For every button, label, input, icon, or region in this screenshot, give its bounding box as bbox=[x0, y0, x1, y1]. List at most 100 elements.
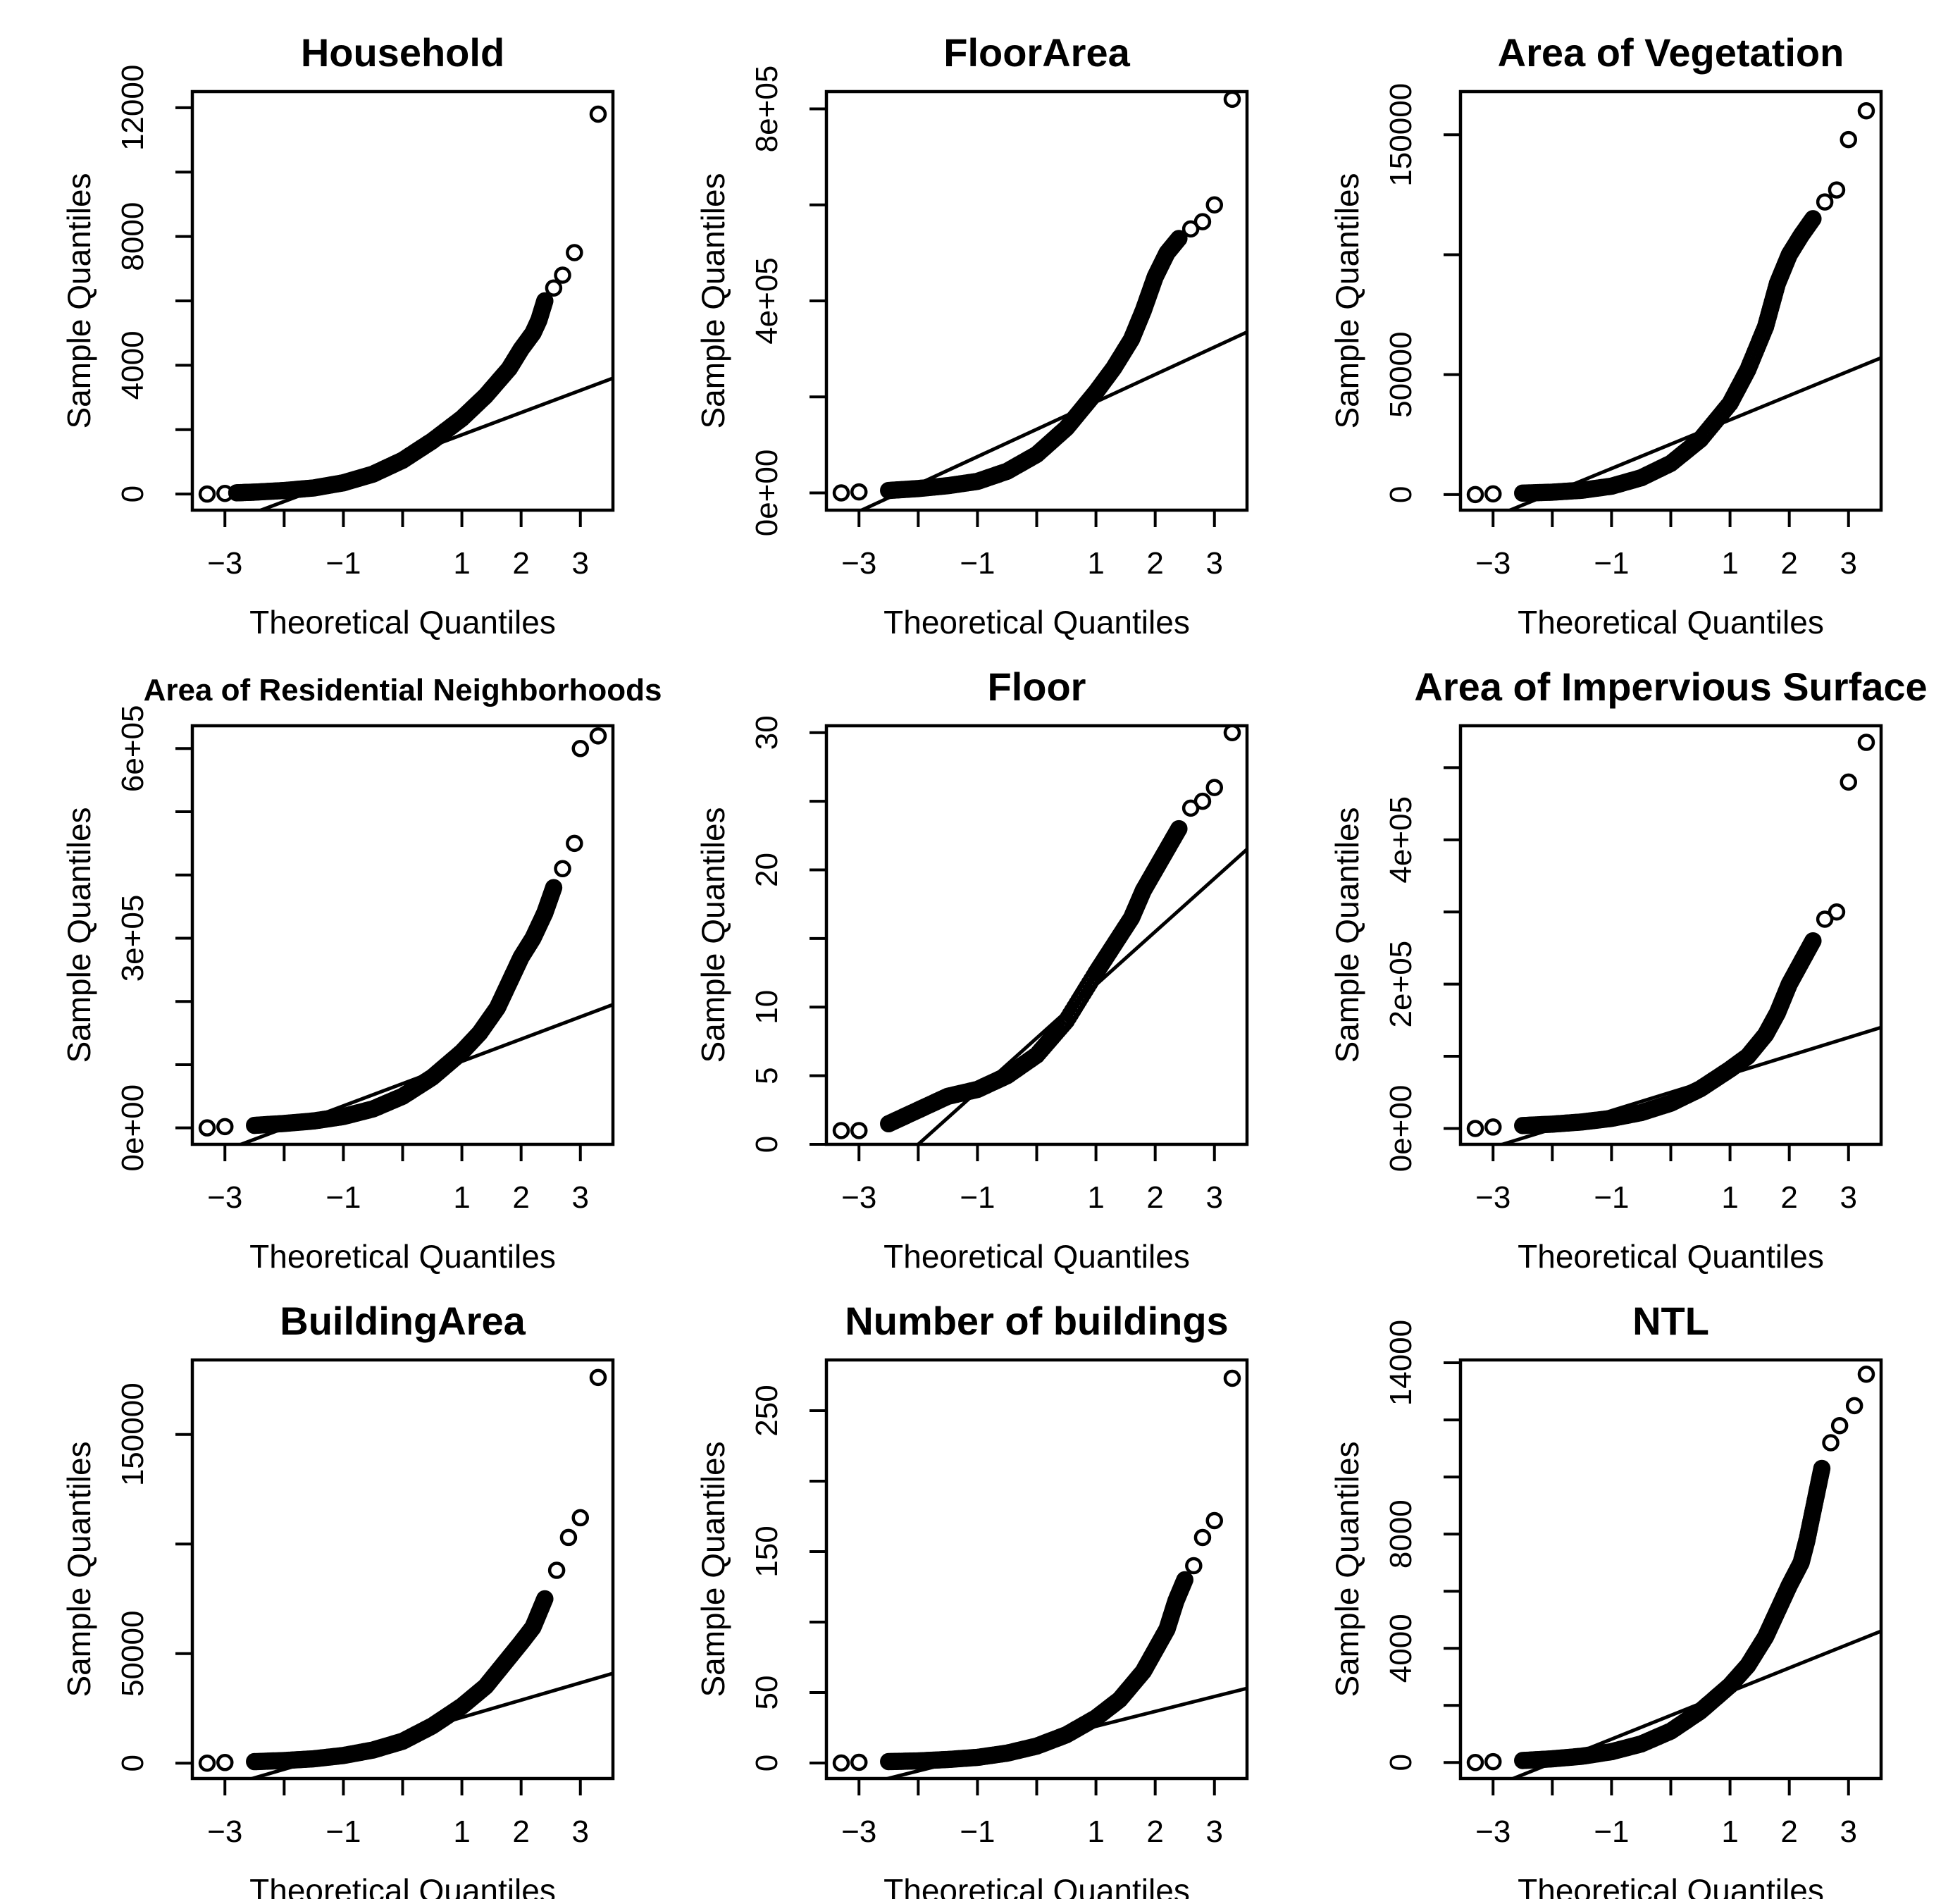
panel-area-of-residential-neighborhoods: Area of Residential Neighborhoods −3 −1 1 2 3… bbox=[61, 673, 662, 1275]
data-point bbox=[1193, 792, 1212, 810]
x-tick-label: 3 bbox=[1206, 1814, 1223, 1849]
y-tick-label: 12000 bbox=[116, 65, 150, 151]
x-tick-label: 2 bbox=[1146, 1180, 1163, 1215]
sample-points bbox=[1466, 101, 1875, 504]
data-point bbox=[1223, 1369, 1241, 1387]
x-tick-label: 3 bbox=[1840, 1180, 1857, 1215]
x-tick-label: 1 bbox=[453, 546, 470, 581]
x-axis-label: Theoretical Quantiles bbox=[249, 1238, 556, 1275]
x-tick-label: 2 bbox=[512, 546, 529, 581]
y-tick-label: 150 bbox=[750, 1526, 784, 1577]
x-tick-label: 1 bbox=[1087, 1814, 1104, 1849]
data-point bbox=[1185, 1557, 1203, 1575]
data-point bbox=[1857, 1366, 1875, 1383]
data-point bbox=[1857, 734, 1875, 751]
data-point bbox=[547, 1561, 566, 1579]
sample-points bbox=[1466, 734, 1875, 1137]
data-point bbox=[1484, 485, 1502, 503]
data-point bbox=[1828, 181, 1846, 199]
y-tick-label: 2e+05 bbox=[1384, 941, 1418, 1028]
sample-points bbox=[1466, 1366, 1875, 1771]
x-tick-label: 3 bbox=[1206, 1180, 1223, 1215]
panel-buildingarea: BuildingArea −3 −1 1 2 3 0 50000 150000 Theoretic… bbox=[61, 1299, 615, 1899]
y-tick-label: 4000 bbox=[1384, 1614, 1418, 1683]
data-point bbox=[559, 1528, 578, 1547]
y-tick-label: 8000 bbox=[116, 202, 150, 271]
data-point bbox=[1840, 773, 1858, 791]
data-point bbox=[198, 1119, 216, 1137]
y-tick-label: 20 bbox=[750, 853, 784, 887]
data-point bbox=[1466, 1754, 1484, 1771]
x-tick-label: −3 bbox=[841, 1814, 876, 1849]
y-tick-label: 6e+05 bbox=[116, 705, 150, 793]
x-tick-label: −1 bbox=[1594, 1814, 1629, 1849]
y-axis-label: Sample Quantiles bbox=[61, 807, 97, 1063]
y-tick-label: 50000 bbox=[116, 1611, 150, 1697]
x-tick-label: 2 bbox=[512, 1814, 529, 1849]
y-tick-label: 4000 bbox=[116, 330, 150, 400]
y-tick-label: 5 bbox=[750, 1067, 784, 1084]
data-point bbox=[1223, 726, 1241, 741]
x-axis-label: Theoretical Quantiles bbox=[883, 604, 1190, 641]
x-axis-label: Theoretical Quantiles bbox=[883, 1238, 1190, 1275]
y-tick-label: 150000 bbox=[1384, 83, 1418, 187]
x-tick-label: −1 bbox=[325, 1180, 361, 1215]
x-tick-label: −1 bbox=[1594, 546, 1629, 581]
data-point bbox=[832, 1754, 850, 1772]
data-point bbox=[832, 484, 850, 502]
data-point bbox=[1816, 910, 1834, 928]
x-tick-label: 3 bbox=[1840, 546, 1857, 581]
y-tick-label: 0 bbox=[116, 1755, 150, 1771]
data-point bbox=[1830, 1416, 1849, 1435]
data-point bbox=[536, 1590, 554, 1608]
panel-title: Household bbox=[301, 30, 504, 75]
x-tick-label: 1 bbox=[1721, 1814, 1738, 1849]
x-tick-label: 3 bbox=[1206, 546, 1223, 581]
x-tick-label: −1 bbox=[1594, 1180, 1629, 1215]
data-point bbox=[589, 1368, 607, 1387]
data-point bbox=[1484, 1118, 1502, 1136]
y-axis-label: Sample Quantiles bbox=[695, 1441, 731, 1697]
plot-frame bbox=[190, 724, 615, 1146]
x-tick-label: 2 bbox=[1780, 1180, 1797, 1215]
panel-title: FloorArea bbox=[943, 30, 1130, 75]
x-tick-label: −1 bbox=[960, 1180, 995, 1215]
x-tick-label: −3 bbox=[1475, 546, 1511, 581]
x-tick-label: 2 bbox=[1780, 1814, 1797, 1849]
data-point bbox=[1813, 1459, 1831, 1478]
x-tick-label: −3 bbox=[841, 546, 876, 581]
data-point bbox=[1804, 932, 1822, 950]
y-tick-label: 0 bbox=[116, 485, 150, 502]
y-tick-label: 0e+00 bbox=[116, 1084, 150, 1172]
data-point bbox=[1840, 130, 1858, 149]
panel-title: Floor bbox=[988, 664, 1086, 709]
y-tick-label: 10 bbox=[750, 990, 784, 1025]
sample-points bbox=[198, 727, 607, 1137]
y-axis-label: Sample Quantiles bbox=[1329, 1441, 1365, 1697]
data-point bbox=[1845, 1397, 1863, 1415]
x-axis-label: Theoretical Quantiles bbox=[249, 604, 556, 641]
x-tick-label: 3 bbox=[572, 1180, 589, 1215]
x-tick-label: 1 bbox=[1721, 546, 1738, 581]
x-tick-label: −1 bbox=[960, 546, 995, 581]
y-tick-label: 0 bbox=[1384, 1754, 1418, 1771]
data-point bbox=[566, 244, 583, 261]
data-point bbox=[589, 727, 607, 745]
x-tick-label: 1 bbox=[453, 1814, 470, 1849]
data-point bbox=[216, 1754, 234, 1771]
x-axis-label: Theoretical Quantiles bbox=[1518, 1238, 1824, 1275]
reference-line bbox=[1505, 356, 1881, 510]
x-axis-label: Theoretical Quantiles bbox=[1518, 1872, 1824, 1899]
x-tick-label: 1 bbox=[1087, 546, 1104, 581]
plot-frame bbox=[824, 724, 1249, 1146]
y-tick-label: 4e+05 bbox=[1384, 796, 1418, 884]
y-tick-label: 8e+05 bbox=[750, 66, 784, 153]
data-point bbox=[1205, 1511, 1224, 1530]
data-point bbox=[1176, 1571, 1193, 1589]
x-tick-label: 1 bbox=[453, 1180, 470, 1215]
data-point bbox=[589, 105, 607, 123]
plot-frame bbox=[824, 1358, 1249, 1781]
y-tick-label: 0e+00 bbox=[750, 450, 784, 537]
x-tick-label: 3 bbox=[572, 1814, 589, 1849]
